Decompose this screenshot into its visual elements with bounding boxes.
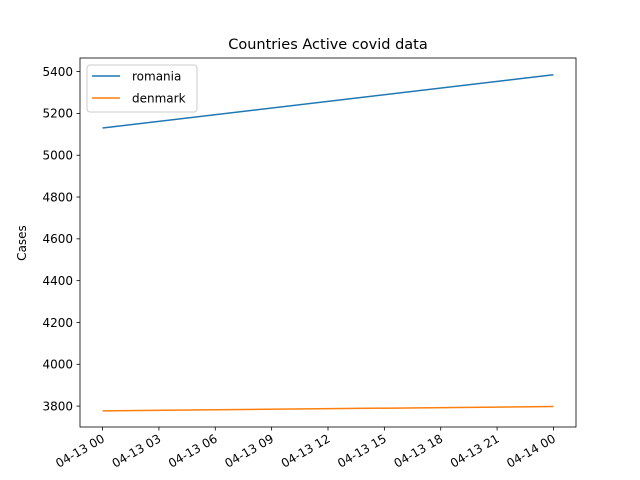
series-line-denmark <box>102 405 554 412</box>
y-ticks: 3800 4000 4200 4400 4600 4800 5000 5200 5400 <box>42 65 80 413</box>
x-ticks: 04-13 00 04-13 03 04-13 06 04-13 09 04-13 12… <box>53 427 558 471</box>
chart-title: Countries Active covid data <box>228 37 428 53</box>
y-tick-label: 5400 <box>42 65 73 79</box>
plot-frame <box>79 57 577 428</box>
legend-label-denmark: denmark <box>132 91 186 105</box>
x-tick-label: 04-13 15 <box>335 431 389 470</box>
y-tick-label: 5000 <box>42 149 73 163</box>
y-tick-label: 4800 <box>42 190 73 204</box>
x-tick-label: 04-13 21 <box>448 431 502 470</box>
y-axis-label: Cases <box>15 225 29 261</box>
y-tick-label: 4400 <box>42 274 73 288</box>
legend-label-romania: romania <box>132 69 181 83</box>
x-tick-label: 04-13 18 <box>392 431 446 470</box>
x-tick-label: 04-13 06 <box>166 431 220 470</box>
x-tick-label: 04-14 00 <box>504 431 558 470</box>
x-tick-label: 04-13 03 <box>110 431 164 470</box>
y-tick-label: 4000 <box>42 358 73 372</box>
axes <box>79 57 577 428</box>
y-tick-label: 4200 <box>42 316 73 330</box>
plot-lines <box>102 73 554 412</box>
y-tick-label: 5200 <box>42 107 73 121</box>
y-tick-label: 3800 <box>42 399 73 413</box>
x-tick-label: 04-13 09 <box>222 431 276 470</box>
x-tick-label: 04-13 00 <box>53 431 107 470</box>
y-tick-label: 4600 <box>42 232 73 246</box>
legend: romania denmark <box>86 64 198 113</box>
x-tick-label: 04-13 12 <box>279 431 333 470</box>
series-line-romania <box>102 73 554 129</box>
